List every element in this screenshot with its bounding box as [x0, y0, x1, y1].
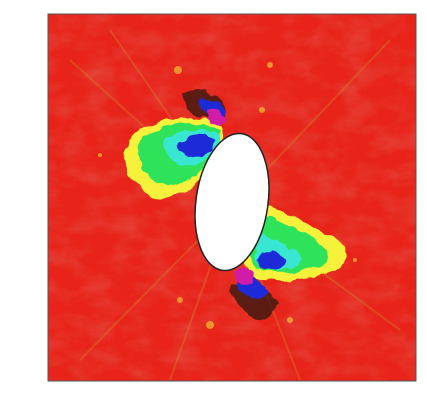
upper-left-lobe: [123, 88, 226, 198]
lower-magenta-spot: [235, 268, 256, 285]
elliptical-hole: [194, 132, 270, 272]
upper-magenta-spot: [204, 110, 226, 125]
lower-lobe-blue: [256, 250, 286, 271]
lower-right-lobe: [231, 205, 348, 319]
plot-border: [47, 13, 417, 382]
upper-lobe-blue: [179, 133, 214, 158]
flecks: [98, 62, 357, 329]
